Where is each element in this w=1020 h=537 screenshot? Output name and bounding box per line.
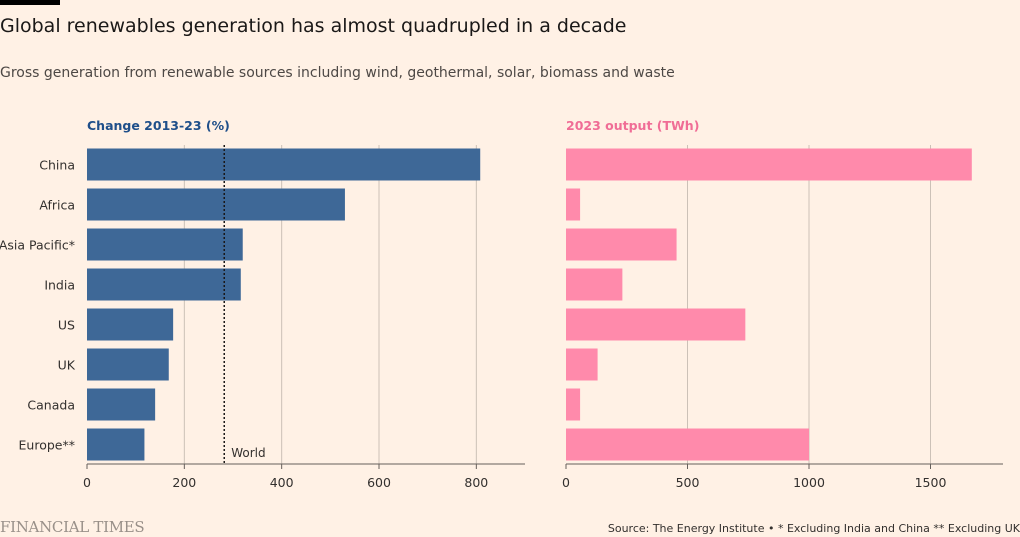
category-label-us: US xyxy=(58,318,75,333)
output-bar-asia-pacific xyxy=(566,228,677,261)
change-bar-europe xyxy=(87,428,145,461)
output-bar-europe xyxy=(566,428,809,461)
chart-subtitle: Gross generation from renewable sources … xyxy=(0,65,675,81)
output-bar-africa xyxy=(566,188,581,221)
output-tick-label-0: 0 xyxy=(562,475,570,490)
change-tick-label-400: 400 xyxy=(270,475,294,490)
change-tick-label-800: 800 xyxy=(464,475,488,490)
change-bar-india xyxy=(87,268,241,301)
output-bar-canada xyxy=(566,388,581,421)
world-reference-label: World xyxy=(231,446,265,460)
ft-logo: FINANCIAL TIMES xyxy=(0,518,145,536)
brand-rule xyxy=(0,0,60,5)
output-panel: 2023 output (TWh) 0 500 1000 1500 xyxy=(562,118,1003,490)
output-bar-us xyxy=(566,308,746,341)
change-bar-uk xyxy=(87,348,169,381)
change-panel-title: Change 2013-23 (%) xyxy=(87,118,230,133)
source-note: Source: The Energy Institute • * Excludi… xyxy=(607,522,1020,535)
output-bar-uk xyxy=(566,348,598,381)
change-tick-label-600: 600 xyxy=(367,475,391,490)
category-label-uk: UK xyxy=(58,358,76,373)
chart-title: Global renewables generation has almost … xyxy=(0,15,627,37)
output-bar-china xyxy=(566,148,972,181)
change-panel: Change 2013-23 (%) China Africa Asia Pacifi… xyxy=(0,118,525,490)
change-bar-us xyxy=(87,308,174,341)
category-label-europe: Europe** xyxy=(19,438,75,453)
output-panel-title: 2023 output (TWh) xyxy=(566,118,699,133)
change-bar-canada xyxy=(87,388,156,421)
output-tick-label-1000: 1000 xyxy=(793,475,825,490)
output-bar-india xyxy=(566,268,623,301)
category-label-africa: Africa xyxy=(39,198,75,213)
category-label-canada: Canada xyxy=(27,398,75,413)
change-tick-label-200: 200 xyxy=(172,475,196,490)
change-tick-label-0: 0 xyxy=(83,475,91,490)
change-bar-africa xyxy=(87,188,345,221)
category-label-china: China xyxy=(39,158,75,173)
category-label-asia-pacific: Asia Pacific* xyxy=(0,238,75,253)
output-tick-label-500: 500 xyxy=(676,475,700,490)
change-bar-asia-pacific xyxy=(87,228,243,261)
output-tick-label-1500: 1500 xyxy=(915,475,947,490)
change-bar-china xyxy=(87,148,481,181)
category-label-india: India xyxy=(44,278,75,293)
